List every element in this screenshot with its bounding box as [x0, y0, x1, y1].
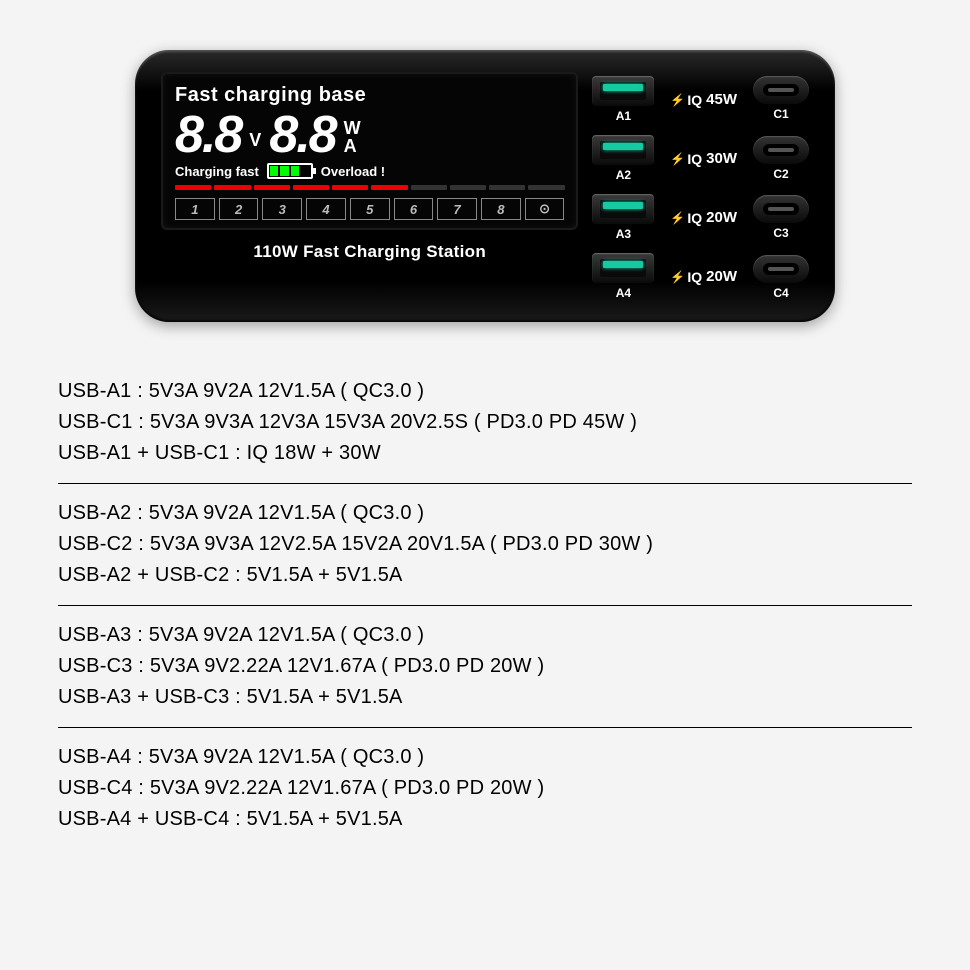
lcd-voltage-value: 8.8: [175, 113, 241, 157]
spec-line: USB-A3 + USB-C3 : 5V1.5A + 5V1.5A: [58, 682, 912, 713]
port-indicator: 1: [175, 198, 215, 220]
lcd-voltage-unit: V: [249, 130, 261, 157]
port-label: A4: [616, 286, 631, 300]
lcd-power-value: 8.8: [269, 113, 335, 157]
bolt-icon: ⚡: [670, 93, 685, 107]
usb-c-port-group: C4: [753, 255, 809, 300]
iq-power-label: ⚡IQ20W: [670, 195, 737, 241]
spec-line: USB-A2 : 5V3A 9V2A 12V1.5A ( QC3.0 ): [58, 498, 912, 529]
port-label: A1: [616, 109, 631, 123]
port-label: C1: [773, 107, 788, 121]
usb-a-port: [592, 135, 654, 165]
usb-c-port: [753, 255, 809, 283]
usb-a-port: [592, 253, 654, 283]
spec-block: USB-A1 : 5V3A 9V2A 12V1.5A ( QC3.0 )USB-…: [58, 362, 912, 483]
port-label: C2: [773, 167, 788, 181]
spec-line: USB-A4 + USB-C4 : 5V1.5A + 5V1.5A: [58, 804, 912, 835]
load-bars: [175, 185, 564, 190]
usb-a-port: [592, 194, 654, 224]
spec-block: USB-A2 : 5V3A 9V2A 12V1.5A ( QC3.0 )USB-…: [58, 483, 912, 605]
usb-c-port: [753, 76, 809, 104]
port-label: A3: [616, 227, 631, 241]
lcd-overload-status: Overload !: [321, 164, 385, 179]
port-indicator: 2: [219, 198, 259, 220]
lcd-display: Fast charging base 8.8 V 8.8 W A Chargin…: [161, 72, 578, 230]
port-label: C4: [773, 286, 788, 300]
port-indicator: 8: [481, 198, 521, 220]
station-title: 110W Fast Charging Station: [253, 242, 486, 262]
spec-line: USB-C2 : 5V3A 9V3A 12V2.5A 15V2A 20V1.5A…: [58, 529, 912, 560]
spec-line: USB-A2 + USB-C2 : 5V1.5A + 5V1.5A: [58, 560, 912, 591]
usb-a-port-group: A1: [592, 76, 654, 123]
usb-a-port-group: A3: [592, 194, 654, 241]
usb-a-port-group: A4: [592, 253, 654, 300]
usb-a-port-group: A2: [592, 135, 654, 182]
iq-power-label: ⚡IQ30W: [670, 136, 737, 182]
iq-power-label: ⚡IQ20W: [670, 254, 737, 300]
spec-line: USB-C1 : 5V3A 9V3A 12V3A 15V3A 20V2.5S (…: [58, 407, 912, 438]
port-indicator: 3: [262, 198, 302, 220]
spec-line: USB-A1 : 5V3A 9V2A 12V1.5A ( QC3.0 ): [58, 376, 912, 407]
lcd-title: Fast charging base: [175, 84, 564, 107]
port-indicator: 5: [350, 198, 390, 220]
spec-line: USB-A1 + USB-C1 : IQ 18W + 30W: [58, 438, 912, 469]
usb-a-port: [592, 76, 654, 106]
usb-c-port-group: C2: [753, 136, 809, 181]
spec-block: USB-A4 : 5V3A 9V2A 12V1.5A ( QC3.0 )USB-…: [58, 727, 912, 849]
usb-c-port: [753, 195, 809, 223]
lcd-watt-unit: W: [344, 119, 361, 137]
spec-line: USB-C4 : 5V3A 9V2.22A 12V1.67A ( PD3.0 P…: [58, 773, 912, 804]
iq-power-label: ⚡IQ45W: [670, 77, 737, 123]
port-indicator: 6: [394, 198, 434, 220]
spec-block: USB-A3 : 5V3A 9V2A 12V1.5A ( QC3.0 )USB-…: [58, 605, 912, 727]
lcd-amp-unit: A: [344, 137, 361, 155]
battery-icon: [267, 163, 313, 179]
lcd-charging-status: Charging fast: [175, 164, 259, 179]
port-label: C3: [773, 226, 788, 240]
specifications: USB-A1 : 5V3A 9V2A 12V1.5A ( QC3.0 )USB-…: [40, 362, 930, 849]
bolt-icon: ⚡: [670, 270, 685, 284]
port-indicator: 7: [437, 198, 477, 220]
port-label: A2: [616, 168, 631, 182]
bolt-icon: ⚡: [670, 211, 685, 225]
charging-station-device: Fast charging base 8.8 V 8.8 W A Chargin…: [135, 50, 835, 322]
port-indicators: 12345678⊙: [175, 198, 564, 220]
port-indicator: 4: [306, 198, 346, 220]
spec-line: USB-A3 : 5V3A 9V2A 12V1.5A ( QC3.0 ): [58, 620, 912, 651]
spec-line: USB-C3 : 5V3A 9V2.22A 12V1.67A ( PD3.0 P…: [58, 651, 912, 682]
port-indicator: ⊙: [525, 198, 565, 220]
usb-c-port-group: C1: [753, 76, 809, 121]
bolt-icon: ⚡: [670, 152, 685, 166]
spec-line: USB-A4 : 5V3A 9V2A 12V1.5A ( QC3.0 ): [58, 742, 912, 773]
usb-c-port: [753, 136, 809, 164]
usb-c-port-group: C3: [753, 195, 809, 240]
